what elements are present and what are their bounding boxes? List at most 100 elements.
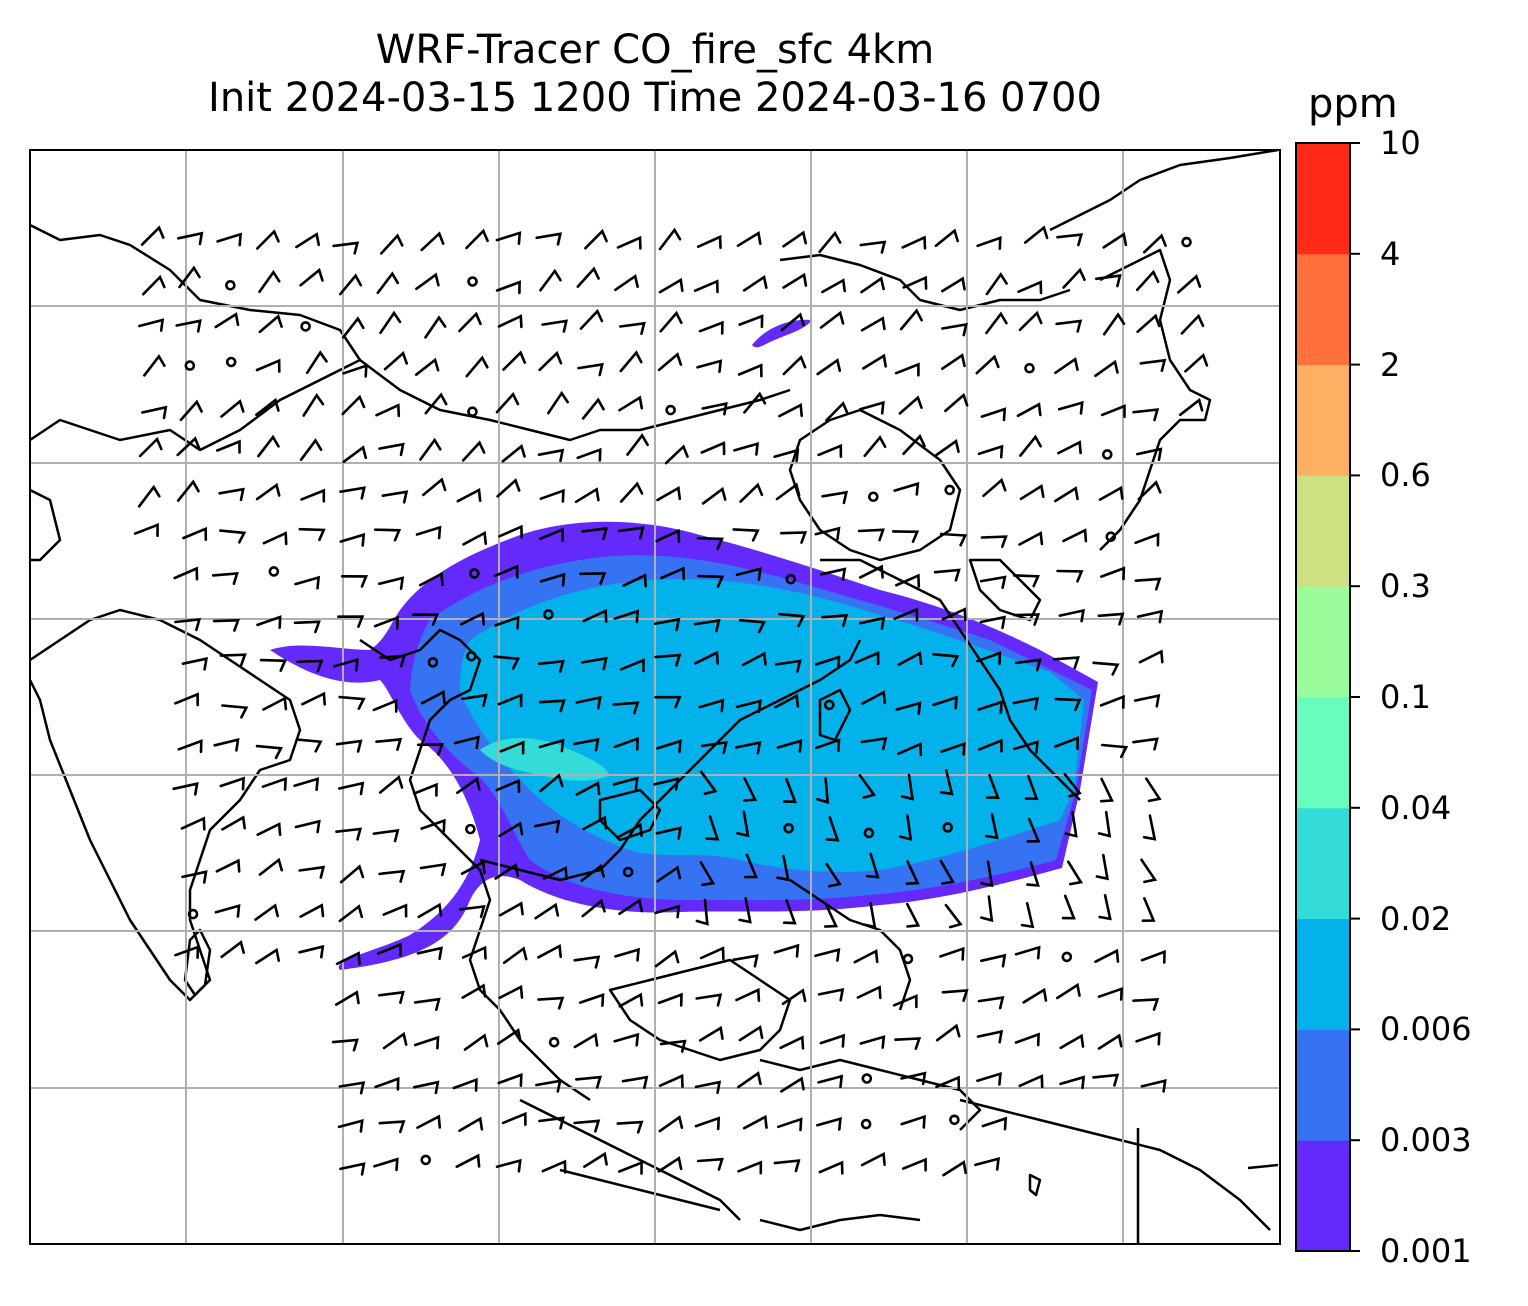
wind-barb bbox=[332, 241, 360, 255]
wind-barb bbox=[775, 482, 801, 501]
wind-barb bbox=[573, 1119, 601, 1133]
wind-barb bbox=[542, 865, 568, 881]
wind-barb bbox=[939, 859, 955, 885]
wind-barb bbox=[378, 774, 404, 794]
calm-wind-circle bbox=[622, 866, 634, 878]
wind-barb bbox=[653, 777, 680, 791]
wind-barb bbox=[619, 321, 646, 335]
wind-barb bbox=[941, 989, 969, 1002]
wind-barb bbox=[779, 1035, 805, 1050]
wind-barb bbox=[941, 607, 967, 622]
calm-wind-circle bbox=[1105, 531, 1117, 543]
wind-barb bbox=[383, 351, 408, 371]
wind-barb bbox=[816, 777, 830, 805]
wind-barb bbox=[1097, 612, 1125, 626]
wind-barb bbox=[498, 821, 524, 838]
wind-barb bbox=[985, 272, 1008, 296]
wind-barb bbox=[339, 532, 366, 547]
wind-barb bbox=[941, 322, 968, 337]
wind-barb bbox=[617, 823, 643, 838]
coastlines bbox=[28, 148, 1279, 1244]
wind-barb bbox=[176, 479, 200, 502]
wind-barb bbox=[182, 526, 208, 541]
wind-barb bbox=[574, 487, 600, 504]
wind-barb bbox=[977, 444, 1004, 459]
wind-barb bbox=[613, 1032, 640, 1047]
wind-barb bbox=[1141, 897, 1156, 922]
wind-barb bbox=[255, 947, 280, 965]
wind-barb bbox=[858, 400, 885, 415]
wind-barb bbox=[981, 1116, 1008, 1131]
wind-barb bbox=[701, 486, 727, 505]
wind-barb bbox=[694, 1080, 722, 1094]
wind-barb bbox=[1102, 312, 1126, 336]
wind-barb bbox=[780, 1076, 805, 1093]
wind-barb bbox=[977, 996, 1005, 1010]
wind-barb bbox=[819, 1033, 846, 1048]
wind-barb bbox=[1022, 987, 1048, 1004]
wind-barb bbox=[737, 1071, 762, 1089]
wind-barb bbox=[256, 822, 282, 837]
colorbar-tick-label: 10 bbox=[1380, 124, 1421, 162]
wind-barb bbox=[1055, 319, 1083, 333]
wind-barb bbox=[221, 815, 246, 831]
wind-barb bbox=[419, 862, 447, 877]
wind-barb bbox=[339, 273, 363, 296]
wind-barb bbox=[1017, 280, 1043, 295]
wind-barb bbox=[895, 573, 921, 588]
wind-barb bbox=[979, 615, 1007, 630]
wind-barb bbox=[894, 362, 920, 377]
wind-barb bbox=[339, 1162, 366, 1176]
wind-barb bbox=[944, 392, 969, 413]
wind-barb bbox=[216, 232, 243, 247]
colorbar bbox=[1295, 142, 1360, 1252]
wind-barb bbox=[900, 773, 915, 801]
colorbar-tick-label: 0.3 bbox=[1380, 567, 1431, 606]
wind-barb bbox=[1097, 1033, 1123, 1050]
wind-barb bbox=[498, 524, 523, 539]
wind-barb bbox=[1136, 447, 1163, 461]
wind-barb bbox=[825, 862, 842, 888]
wind-barb bbox=[181, 657, 209, 671]
wind-barb bbox=[219, 776, 246, 791]
wind-barb bbox=[256, 615, 282, 629]
wind-barb bbox=[461, 440, 486, 462]
wind-barb bbox=[902, 275, 928, 290]
wind-barb bbox=[496, 1028, 522, 1045]
calm-wind-circle bbox=[469, 568, 480, 579]
wind-barb bbox=[941, 276, 966, 293]
wind-barb bbox=[573, 737, 600, 752]
wind-barb bbox=[216, 439, 241, 454]
wind-barb bbox=[414, 357, 440, 376]
wind-barb bbox=[819, 310, 845, 329]
wind-barb bbox=[1092, 1073, 1120, 1087]
wind-barb bbox=[378, 1120, 406, 1134]
wind-barb bbox=[778, 612, 806, 628]
wind-barb bbox=[735, 699, 762, 713]
wind-barb bbox=[1100, 404, 1126, 419]
wind-barb bbox=[619, 481, 644, 503]
wind-barb bbox=[1012, 574, 1040, 588]
wind-barb bbox=[621, 1075, 649, 1089]
wind-barb bbox=[656, 739, 682, 754]
wind-barb bbox=[416, 743, 445, 756]
wind-barb bbox=[782, 355, 807, 376]
wind-barb bbox=[980, 535, 1008, 548]
wind-barb bbox=[578, 993, 605, 1007]
wind-barb bbox=[254, 903, 279, 921]
wind-barb bbox=[1136, 313, 1161, 334]
wind-barb bbox=[657, 352, 683, 372]
wind-barb bbox=[742, 1114, 768, 1130]
wind-barb bbox=[774, 693, 800, 709]
wind-barb bbox=[214, 904, 241, 918]
wind-barb bbox=[894, 1037, 922, 1050]
wind-barb bbox=[891, 530, 920, 543]
wind-barb bbox=[861, 690, 887, 705]
colorbar-unit: ppm bbox=[1308, 81, 1398, 127]
wind-barb bbox=[941, 353, 966, 370]
wind-barb bbox=[1100, 566, 1126, 581]
wind-barb bbox=[499, 740, 525, 755]
wind-barb bbox=[782, 272, 808, 289]
wind-barb bbox=[654, 904, 681, 919]
